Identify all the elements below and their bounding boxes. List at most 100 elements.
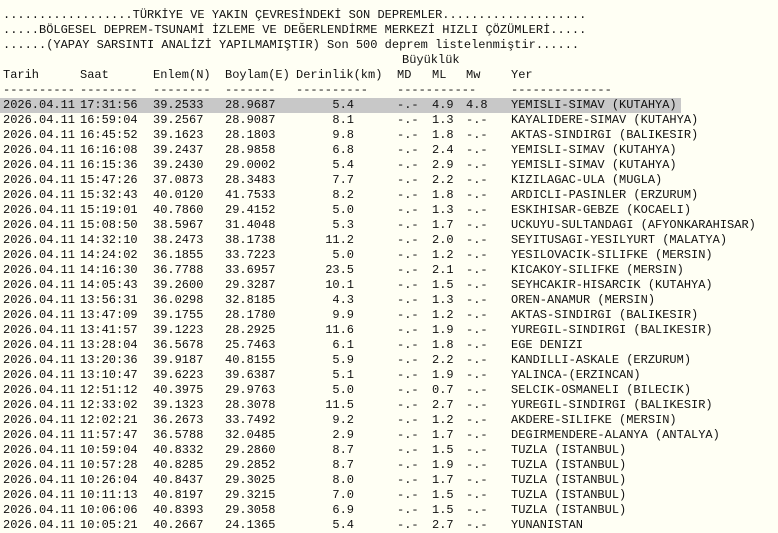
cell-lon: 29.2852 [225, 458, 276, 472]
cell-date: 2026.04.11 [3, 188, 76, 202]
cell-time: 15:47:26 [80, 173, 138, 187]
cell-mw: -.- [466, 368, 488, 382]
cell-lat: 40.0120 [153, 188, 204, 202]
cell-depth: 5.4 [332, 98, 354, 112]
cell-date: 2026.04.11 [3, 383, 76, 397]
cell-ml: 0.7 [432, 383, 454, 397]
cell-depth: 5.1 [332, 368, 354, 382]
cell-loc: OREN-ANAMUR (MERSIN) [511, 293, 656, 307]
table-row[interactable]: 2026.04.11 13:28:04 36.5678 25.7463 6.1 -.- 1.… [0, 338, 778, 353]
cell-depth: 5.4 [332, 158, 354, 172]
table-row[interactable]: 2026.04.11 14:05:43 39.2600 29.3287 10.1 -.- 1… [0, 278, 778, 293]
cell-depth: 10.1 [325, 278, 354, 292]
table-row[interactable]: 2026.04.11 16:16:08 39.2437 28.9858 6.8 -.- 2.… [0, 143, 778, 158]
cell-date: 2026.04.11 [3, 503, 76, 517]
cell-date: 2026.04.11 [3, 293, 76, 307]
cell-ml: 1.5 [432, 443, 454, 457]
cell-lat: 36.1855 [153, 248, 204, 262]
cell-md: -.- [397, 248, 419, 262]
cell-mw: -.- [466, 503, 488, 517]
table-row[interactable]: 2026.04.11 16:45:52 39.1623 28.1803 9.8 -.- 1.… [0, 128, 778, 143]
table-row[interactable]: 2026.04.11 15:47:26 37.0873 28.3483 7.7 -.- 2.… [0, 173, 778, 188]
cell-md: -.- [397, 503, 419, 517]
table-row[interactable]: 2026.04.11 13:10:47 39.6223 39.6387 5.1 -.- 1.… [0, 368, 778, 383]
cell-loc: YUNANISTAN [511, 518, 584, 532]
table-row[interactable]: 2026.04.11 15:19:01 40.7860 29.4152 5.0 -.- 1.… [0, 203, 778, 218]
cell-lon: 32.8185 [225, 293, 276, 307]
cell-mw: -.- [466, 113, 488, 127]
cell-ml: 2.4 [432, 143, 454, 157]
cell-md: -.- [397, 203, 419, 217]
cell-date: 2026.04.11 [3, 338, 76, 352]
table-row[interactable]: 2026.04.11 12:02:21 36.2673 33.7492 9.2 -.- 1.… [0, 413, 778, 428]
cell-mw: -.- [466, 158, 488, 172]
cell-ml: 1.9 [432, 323, 454, 337]
table-row[interactable]: 2026.04.11 15:32:43 40.0120 41.7533 8.2 -.- 1.… [0, 188, 778, 203]
table-row[interactable]: 2026.04.11 14:32:10 38.2473 38.1738 11.2 -.- 2… [0, 233, 778, 248]
table-row[interactable]: 2026.04.11 11:57:47 36.5788 32.0485 2.9 -.- 1.… [0, 428, 778, 443]
cell-md: -.- [397, 128, 419, 142]
cell-depth: 23.5 [325, 263, 354, 277]
cell-ml: 1.3 [432, 293, 454, 307]
table-row[interactable]: 2026.04.11 12:33:02 39.1323 28.3078 11.5 -.- 2… [0, 398, 778, 413]
cell-date: 2026.04.11 [3, 263, 76, 277]
cell-loc: AKDERE-SILIFKE (MERSIN) [511, 413, 677, 427]
table-row[interactable]: 2026.04.11 13:56:31 36.0298 32.8185 4.3 -.- 1.… [0, 293, 778, 308]
cell-depth: 8.0 [332, 473, 354, 487]
cell-depth: 5.9 [332, 353, 354, 367]
cell-lon: 28.9087 [225, 113, 276, 127]
cell-time: 11:57:47 [80, 428, 138, 442]
table-row[interactable]: 2026.04.11 10:06:06 40.8393 29.3058 6.9 -.- 1.… [0, 503, 778, 518]
table-row[interactable]: 2026.04.11 10:05:21 40.2667 24.1365 5.4 -.- 2.… [0, 518, 778, 533]
cell-time: 13:20:36 [80, 353, 138, 367]
cell-md: -.- [397, 368, 419, 382]
cell-loc: ESKIHISAR-GEBZE (KOCAELI) [511, 203, 692, 217]
table-row[interactable]: 2026.04.11 16:59:04 39.2567 28.9087 8.1 -.- 1.… [0, 113, 778, 128]
divider: -------- [80, 83, 138, 97]
cell-lon: 29.3215 [225, 488, 276, 502]
cell-date: 2026.04.11 [3, 233, 76, 247]
table-row[interactable]: 2026.04.11 10:26:04 40.8437 29.3025 8.0 -.- 1.… [0, 473, 778, 488]
cell-time: 15:08:50 [80, 218, 138, 232]
table-row[interactable]: 2026.04.11 14:24:02 36.1855 33.7223 5.0 -.- 1.… [0, 248, 778, 263]
cell-lat: 36.0298 [153, 293, 204, 307]
table-row[interactable]: 2026.04.11 13:41:57 39.1223 28.2925 11.6 -.- 1… [0, 323, 778, 338]
cell-depth: 5.0 [332, 203, 354, 217]
table-row[interactable]: 2026.04.11 13:47:09 39.1755 28.1780 9.9 -.- 1.… [0, 308, 778, 323]
cell-lat: 40.3975 [153, 383, 204, 397]
table-row[interactable]: 2026.04.11 13:20:36 39.9187 40.8155 5.9 -.- 2.… [0, 353, 778, 368]
cell-time: 13:56:31 [80, 293, 138, 307]
cell-ml: 2.9 [432, 158, 454, 172]
table-row[interactable]: 2026.04.11 15:08:50 38.5967 31.4048 5.3 -.- 1.… [0, 218, 778, 233]
divider: -------- [153, 83, 211, 97]
cell-lat: 40.8393 [153, 503, 204, 517]
cell-mw: -.- [466, 323, 488, 337]
table-row[interactable]: 2026.04.11 17:31:56 39.2533 28.9687 5.4 -.- 4.… [0, 98, 681, 113]
cell-lon: 28.3078 [225, 398, 276, 412]
cell-mw: -.- [466, 128, 488, 142]
table-row[interactable]: 2026.04.11 16:15:36 39.2430 29.0002 5.4 -.- 2.… [0, 158, 778, 173]
table-row[interactable]: 2026.04.11 10:59:04 40.8332 29.2860 8.7 -.- 1.… [0, 443, 778, 458]
cell-ml: 1.2 [432, 248, 454, 262]
cell-lon: 32.0485 [225, 428, 276, 442]
cell-date: 2026.04.11 [3, 368, 76, 382]
cell-ml: 1.5 [432, 278, 454, 292]
cell-mw: -.- [466, 338, 488, 352]
magnitude-group-header: Büyüklük [0, 53, 778, 68]
cell-date: 2026.04.11 [3, 518, 76, 532]
cell-time: 16:59:04 [80, 113, 138, 127]
cell-mw: -.- [466, 143, 488, 157]
table-row[interactable]: 2026.04.11 10:11:13 40.8197 29.3215 7.0 -.- 1.… [0, 488, 778, 503]
cell-depth: 5.0 [332, 383, 354, 397]
cell-lat: 39.1623 [153, 128, 204, 142]
table-row[interactable]: 2026.04.11 14:16:30 36.7788 33.6957 23.5 -.- 2… [0, 263, 778, 278]
table-row[interactable]: 2026.04.11 12:51:12 40.3975 29.9763 5.0 -.- 0.… [0, 383, 778, 398]
col-lat: Enlem(N) [153, 68, 211, 82]
cell-lat: 39.9187 [153, 353, 204, 367]
table-row[interactable]: 2026.04.11 10:57:28 40.8285 29.2852 8.7 -.- 1.… [0, 458, 778, 473]
cell-date: 2026.04.11 [3, 443, 76, 457]
cell-lat: 36.5788 [153, 428, 204, 442]
cell-loc: TUZLA (ISTANBUL) [511, 503, 627, 517]
cell-lat: 39.2567 [153, 113, 204, 127]
cell-time: 10:26:04 [80, 473, 138, 487]
